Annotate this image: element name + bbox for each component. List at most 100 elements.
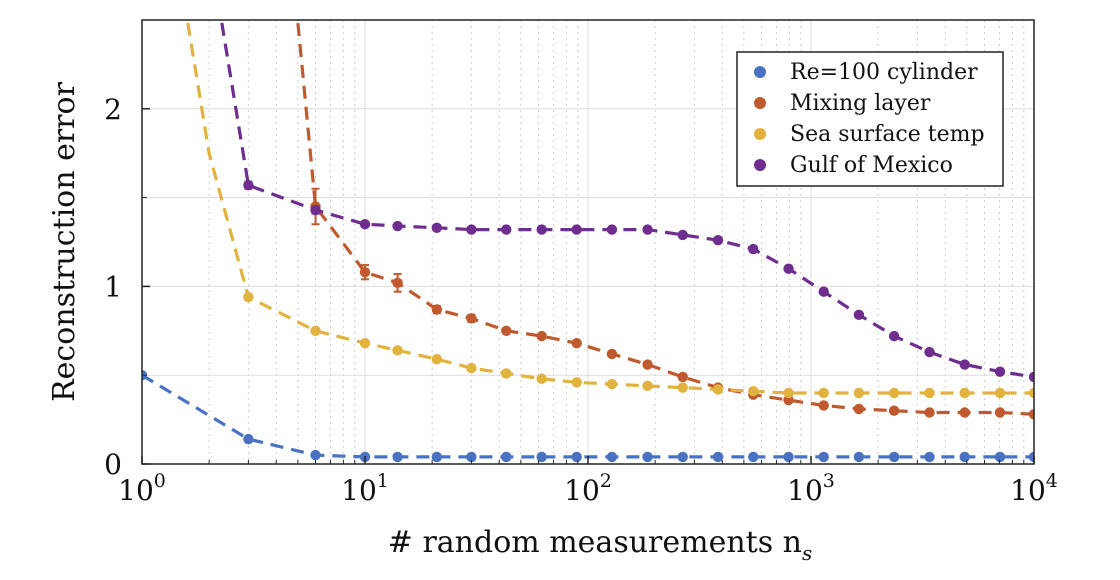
series-sea-surface-temp <box>185 20 1034 399</box>
data-point <box>310 204 321 216</box>
series-gulf-of-mexico <box>219 20 1034 383</box>
data-point <box>501 325 512 336</box>
data-point <box>853 451 865 463</box>
data-point <box>712 235 724 246</box>
data-point <box>392 345 403 356</box>
data-point <box>536 373 547 384</box>
x-tick-label: 101 <box>341 470 389 507</box>
x-tick-label-exponent: 3 <box>823 470 835 492</box>
data-point <box>642 359 653 370</box>
y-tick-label: 2 <box>104 93 122 126</box>
data-point <box>642 224 653 235</box>
data-point <box>359 338 371 349</box>
x-tick-label-base: 10 <box>787 474 823 507</box>
data-point <box>853 403 865 415</box>
y-tick-label: 1 <box>104 270 122 303</box>
data-point <box>571 377 582 388</box>
x-tick-label: 102 <box>564 470 612 507</box>
data-point <box>853 387 865 399</box>
data-point <box>359 266 371 278</box>
legend-label-gulf-of-mexico: Gulf of Mexico <box>790 153 953 178</box>
data-point <box>571 224 582 235</box>
data-point <box>606 378 618 390</box>
series-line-sea-surface-temp <box>185 20 1034 395</box>
data-point <box>642 380 653 392</box>
series-re-100-cylinder <box>142 370 1034 463</box>
x-tick-label: 103 <box>787 470 835 507</box>
data-point <box>783 451 794 463</box>
series-clip-group <box>142 20 1034 463</box>
legend-marker-sea-surface-temp <box>754 128 766 140</box>
x-tick-label-exponent: 4 <box>1046 470 1058 492</box>
legend-label-mixing-layer: Mixing layer <box>790 91 931 116</box>
data-point <box>606 224 618 235</box>
data-point <box>677 382 688 393</box>
data-point <box>924 346 935 358</box>
legend-box <box>736 51 1004 187</box>
data-point <box>959 451 970 463</box>
data-point <box>392 277 403 289</box>
data-point <box>606 348 618 360</box>
data-point <box>1028 387 1034 399</box>
legend-marker-mixing-layer <box>754 97 766 109</box>
data-point <box>748 243 759 255</box>
x-tick-label-exponent: 0 <box>154 470 166 492</box>
data-point <box>1028 371 1034 383</box>
data-point <box>392 451 403 463</box>
data-point <box>959 387 970 399</box>
data-point <box>1028 409 1034 420</box>
data-point <box>466 362 477 374</box>
legend: Re=100 cylinder Mixing layer Sea surface t… <box>736 51 1004 187</box>
x-tick-label-base: 10 <box>564 474 600 507</box>
data-point <box>243 179 254 191</box>
data-point <box>924 451 935 463</box>
data-point <box>994 407 1006 418</box>
x-tick-label-base: 10 <box>118 474 154 507</box>
x-tick-label-exponent: 2 <box>600 470 612 492</box>
data-point <box>818 286 829 297</box>
data-point <box>359 219 371 230</box>
data-point <box>536 224 547 235</box>
x-axis-label-subscript: s <box>802 541 812 565</box>
x-axis-label: # random measurements ns <box>388 525 812 565</box>
data-point <box>392 220 403 232</box>
data-point <box>994 451 1006 463</box>
data-point <box>994 366 1006 377</box>
data-point <box>924 387 935 399</box>
data-point <box>712 451 724 463</box>
data-point <box>959 407 970 418</box>
data-point <box>243 433 254 445</box>
data-point <box>501 368 512 379</box>
data-point <box>536 330 547 342</box>
data-point <box>677 229 688 241</box>
data-point <box>1028 451 1034 463</box>
y-tick-label: 0 <box>104 448 122 481</box>
data-point <box>748 451 759 463</box>
data-point <box>606 451 618 463</box>
x-tick-label: 104 <box>1010 470 1058 507</box>
x-axis-label-main: # random measurements n <box>388 525 802 560</box>
data-point <box>783 263 794 274</box>
data-point <box>888 387 900 399</box>
data-point <box>959 359 970 370</box>
data-point <box>310 325 321 336</box>
data-point <box>818 451 829 463</box>
data-point <box>853 309 865 321</box>
series-layer <box>142 20 1034 463</box>
data-point <box>501 451 512 463</box>
data-point <box>783 387 794 399</box>
data-point <box>783 394 794 406</box>
data-point <box>431 451 443 463</box>
data-point <box>571 451 582 463</box>
data-point <box>466 313 477 324</box>
data-point <box>677 451 688 463</box>
data-point <box>466 224 477 235</box>
data-point <box>466 451 477 463</box>
data-point <box>888 330 900 342</box>
data-point <box>712 384 724 395</box>
data-point <box>818 400 829 411</box>
data-point <box>243 291 254 303</box>
legend-marker-re-100-cylinder <box>754 66 766 78</box>
data-point <box>310 449 321 461</box>
